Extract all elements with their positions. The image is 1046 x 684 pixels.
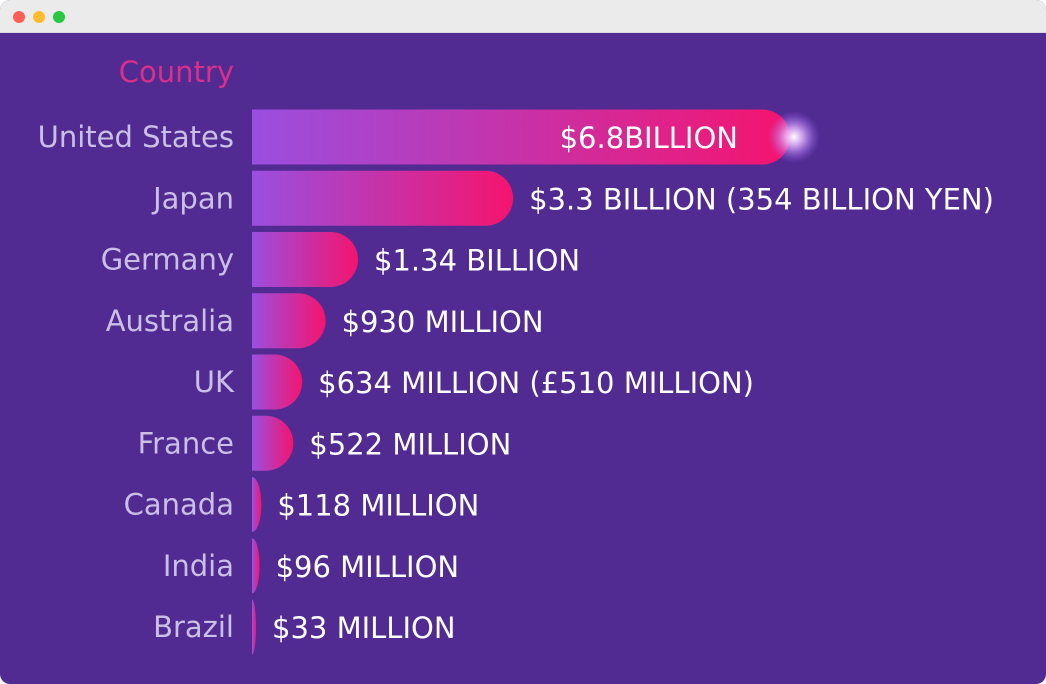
minimize-window-button[interactable]: [33, 11, 45, 23]
bar: [252, 293, 326, 349]
value-label: $1.34 BILLION: [374, 244, 580, 278]
bar-chart: Country United States $6.8BILLION Japan $3.…: [38, 55, 994, 655]
bar: [252, 109, 790, 165]
bars-layer: United States $6.8BILLION Japan $3.3 BILLIO…: [38, 109, 994, 655]
category-label: Brazil: [153, 610, 234, 644]
close-window-button[interactable]: [13, 11, 25, 23]
bar-glow: [768, 111, 820, 163]
value-label: $96 MILLION: [276, 550, 460, 584]
bar: [252, 599, 256, 655]
category-label: United States: [38, 120, 234, 154]
bar: [252, 232, 359, 287]
bar: [252, 415, 294, 471]
value-label: $6.8BILLION: [560, 121, 738, 155]
category-label: Japan: [151, 181, 234, 215]
category-label: Australia: [106, 304, 234, 338]
bar: [252, 170, 514, 226]
value-label: $118 MILLION: [277, 489, 479, 523]
bar: [252, 538, 260, 594]
category-label: India: [163, 549, 234, 583]
value-label: $522 MILLION: [309, 427, 511, 461]
category-header: Country: [119, 55, 234, 89]
chart-area: Country United States $6.8BILLION Japan $3.…: [0, 33, 1046, 684]
value-label: $3.3 BILLION (354 BILLION YEN): [529, 182, 994, 216]
window-titlebar: [0, 0, 1046, 33]
value-label: $634 MILLION (£510 MILLION): [318, 366, 754, 400]
category-label: Canada: [124, 488, 234, 522]
category-label: France: [138, 426, 234, 460]
value-label: $930 MILLION: [342, 305, 544, 339]
zoom-window-button[interactable]: [53, 11, 65, 23]
category-label: Germany: [101, 243, 234, 277]
category-label: UK: [194, 365, 235, 399]
bar: [252, 477, 262, 532]
value-label: $33 MILLION: [272, 611, 456, 645]
bar: [252, 354, 303, 410]
